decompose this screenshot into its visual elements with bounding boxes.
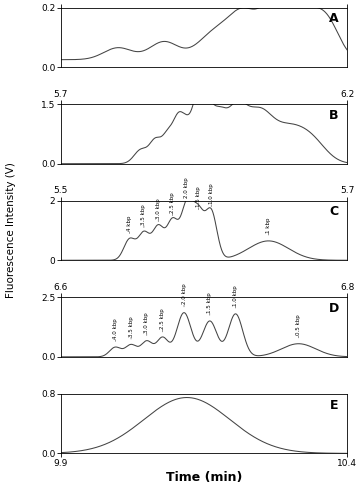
X-axis label: Time (min): Time (min) bbox=[166, 471, 242, 484]
Text: 4.0 kbp: 4.0 kbp bbox=[113, 318, 118, 339]
Text: C: C bbox=[330, 205, 339, 218]
Text: 1 kbp: 1 kbp bbox=[266, 217, 271, 232]
Text: 3.0 kbp: 3.0 kbp bbox=[144, 312, 149, 333]
Text: 3.0 kbp: 3.0 kbp bbox=[156, 198, 161, 219]
Text: D: D bbox=[328, 302, 339, 315]
Text: 2.5 kbp: 2.5 kbp bbox=[160, 309, 165, 330]
Text: 1.5 kbp: 1.5 kbp bbox=[207, 292, 212, 313]
Text: 3.5 kbp: 3.5 kbp bbox=[141, 204, 146, 225]
Text: 0.5 kbp: 0.5 kbp bbox=[296, 315, 301, 335]
Text: 1.0 kbp: 1.0 kbp bbox=[209, 183, 214, 204]
Text: 2.0 kbp: 2.0 kbp bbox=[182, 284, 187, 305]
Text: Fluorescence Intensity (V): Fluorescence Intensity (V) bbox=[6, 162, 16, 299]
Text: 2.5 kbp: 2.5 kbp bbox=[170, 192, 175, 213]
Text: 3.5 kbp: 3.5 kbp bbox=[129, 316, 134, 337]
Text: B: B bbox=[329, 109, 339, 122]
Text: 1.0 kbp: 1.0 kbp bbox=[233, 285, 238, 306]
Text: 1.5 kbp: 1.5 kbp bbox=[196, 186, 201, 207]
Text: 2.0 kbp: 2.0 kbp bbox=[184, 177, 189, 198]
Text: 4 kbp: 4 kbp bbox=[127, 215, 132, 231]
Text: E: E bbox=[330, 399, 339, 411]
Text: A: A bbox=[329, 13, 339, 25]
